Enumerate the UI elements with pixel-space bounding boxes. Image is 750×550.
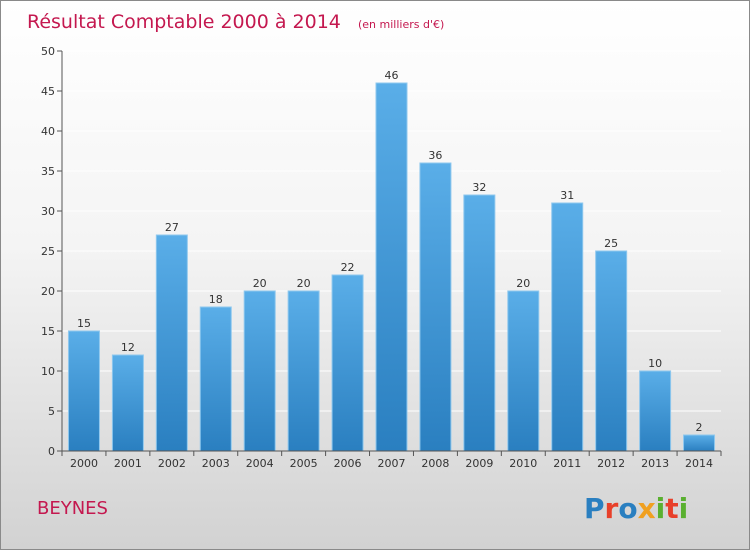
bar-2006 <box>331 274 364 452</box>
commune-name: BEYNES <box>37 498 108 519</box>
x-tick-label-2009: 2009 <box>465 457 493 470</box>
bar-2011 <box>551 202 584 452</box>
value-label-2009: 32 <box>472 181 486 194</box>
x-tick-label-2012: 2012 <box>597 457 625 470</box>
proxiti-logo: Proxiti <box>584 492 688 525</box>
value-label-2004: 20 <box>253 277 267 290</box>
y-tick-label: 15 <box>41 325 55 338</box>
bar-2001 <box>111 354 144 452</box>
bar-2005 <box>287 290 320 452</box>
chart-title: Résultat Comptable 2000 à 2014 (en milli… <box>27 11 444 33</box>
y-tick-label: 25 <box>41 245 55 258</box>
logo-letter: i <box>679 492 689 525</box>
value-label-2001: 12 <box>121 341 135 354</box>
value-label-2003: 18 <box>209 293 223 306</box>
x-tick-label-2010: 2010 <box>509 457 537 470</box>
bar-2000 <box>67 330 100 452</box>
logo-letter: x <box>638 492 656 525</box>
y-tick-label: 20 <box>41 285 55 298</box>
x-tick-label-2004: 2004 <box>246 457 274 470</box>
x-tick-label-2007: 2007 <box>378 457 406 470</box>
logo-letter: t <box>665 492 678 525</box>
y-tick-label: 30 <box>41 205 55 218</box>
bar-2012 <box>595 250 628 452</box>
x-tick-label-2008: 2008 <box>421 457 449 470</box>
y-tick-label: 0 <box>48 445 55 458</box>
bar-2002 <box>155 234 188 452</box>
y-tick-label: 50 <box>41 45 55 58</box>
value-label-2000: 15 <box>77 317 91 330</box>
y-tick-label: 45 <box>41 85 55 98</box>
value-label-2010: 20 <box>516 277 530 290</box>
y-tick-label: 40 <box>41 125 55 138</box>
logo-letter: r <box>605 492 619 525</box>
bar-2014 <box>683 434 716 452</box>
value-label-2006: 22 <box>341 261 355 274</box>
x-tick-label-2011: 2011 <box>553 457 581 470</box>
logo-letter: i <box>656 492 666 525</box>
x-tick-label-2003: 2003 <box>202 457 230 470</box>
logo-text: Proxiti <box>584 492 688 525</box>
x-tick-label-2000: 2000 <box>70 457 98 470</box>
y-tick-label: 10 <box>41 365 55 378</box>
bar-2013 <box>639 370 672 452</box>
bar-series <box>67 82 716 452</box>
value-label-2007: 46 <box>385 69 399 82</box>
value-label-2014: 2 <box>696 421 703 434</box>
x-tick-label-2005: 2005 <box>290 457 318 470</box>
x-tick-label-2014: 2014 <box>685 457 713 470</box>
bar-2004 <box>243 290 276 452</box>
value-labels: 15 12 27 18 20 20 22 46 36 32 20 31 25 10 2 <box>77 69 703 434</box>
value-label-2008: 36 <box>428 149 442 162</box>
x-tick-label-2006: 2006 <box>334 457 362 470</box>
chart-title-main: Résultat Comptable 2000 à 2014 <box>27 11 341 33</box>
value-label-2011: 31 <box>560 189 574 202</box>
bar-2007 <box>375 82 408 452</box>
y-tick-label: 35 <box>41 165 55 178</box>
x-tick-label-2002: 2002 <box>158 457 186 470</box>
bar-2010 <box>507 290 540 452</box>
bar-2009 <box>463 194 496 452</box>
x-tick-label-2001: 2001 <box>114 457 142 470</box>
y-tick-label: 5 <box>48 405 55 418</box>
chart-title-unit: (en milliers d'€) <box>358 18 444 31</box>
logo-letter: o <box>618 492 637 525</box>
logo-letter: P <box>584 492 605 525</box>
x-tick-label-2013: 2013 <box>641 457 669 470</box>
bar-2008 <box>419 162 452 452</box>
axes <box>61 51 721 452</box>
value-label-2005: 20 <box>297 277 311 290</box>
y-axis-ticks: 0 5 10 15 20 25 30 35 40 45 50 <box>41 45 62 458</box>
x-axis-ticks: 2000 2001 2002 2003 2004 2005 2006 2007 2008 2009… <box>61 451 722 470</box>
value-label-2002: 27 <box>165 221 179 234</box>
value-label-2013: 10 <box>648 357 662 370</box>
value-label-2012: 25 <box>604 237 618 250</box>
bar-2003 <box>199 306 232 452</box>
